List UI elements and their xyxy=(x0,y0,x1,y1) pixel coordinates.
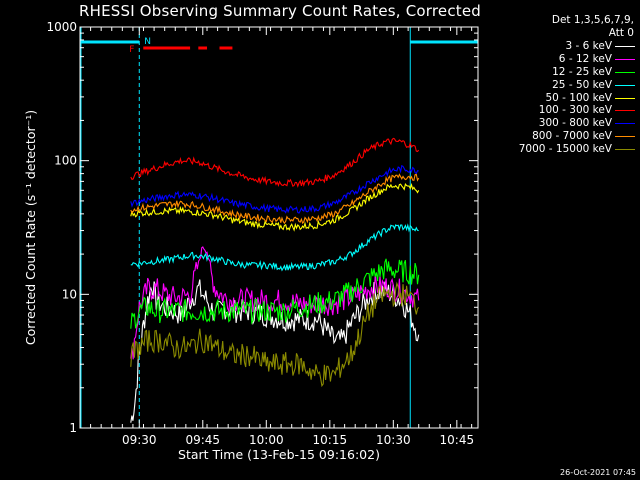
footer-timestamp: 26-Oct-2021 07:45 xyxy=(560,468,636,477)
legend: Det 1,3,5,6,7,9, Att 0 3 - 6 keV 6 - 12 k… xyxy=(480,14,638,156)
series-line-9 xyxy=(130,281,420,388)
x-tick-label: 10:30 xyxy=(376,433,411,447)
legend-entry: 6 - 12 keV xyxy=(480,53,638,66)
legend-swatch xyxy=(615,149,635,151)
y-tick-label: 1000 xyxy=(46,20,77,34)
legend-entry: 300 - 800 keV xyxy=(480,117,638,130)
legend-swatch xyxy=(615,123,635,125)
legend-header-line-1: Det 1,3,5,6,7,9, xyxy=(551,14,634,26)
legend-label: 6 - 12 keV xyxy=(558,52,612,65)
x-tick-label: 09:45 xyxy=(185,433,220,447)
legend-swatch xyxy=(615,110,635,112)
series-line-5 xyxy=(130,182,420,232)
y-tick-label: 10 xyxy=(62,287,77,301)
legend-label: 7000 - 15000 keV xyxy=(518,143,612,156)
legend-entry: 50 - 100 keV xyxy=(480,92,638,105)
legend-swatch xyxy=(615,84,635,86)
legend-swatch xyxy=(615,71,635,73)
x-tick-label: 09:30 xyxy=(122,433,157,447)
legend-entry: 100 - 300 keV xyxy=(480,104,638,117)
plot-frame xyxy=(79,26,479,429)
legend-entry: 25 - 50 keV xyxy=(480,79,638,92)
y-tick-label: 1 xyxy=(69,421,77,435)
legend-label: 12 - 25 keV xyxy=(552,65,612,78)
legend-entry: 12 - 25 keV xyxy=(480,66,638,79)
legend-entry: 7000 - 15000 keV xyxy=(480,143,638,156)
legend-label: 300 - 800 keV xyxy=(538,117,612,130)
x-tick-label: 10:15 xyxy=(313,433,348,447)
series-line-7 xyxy=(130,164,419,214)
legend-swatch xyxy=(615,97,635,99)
series-line-8 xyxy=(130,173,420,225)
legend-label: 3 - 6 keV xyxy=(565,40,612,52)
x-tick-label: 10:00 xyxy=(249,433,284,447)
legend-swatch xyxy=(615,136,635,138)
x-tick-label: 10:45 xyxy=(440,433,475,447)
legend-swatch xyxy=(615,46,635,47)
legend-label: 800 - 7000 keV xyxy=(532,130,612,143)
y-tick-label: 100 xyxy=(54,154,77,168)
legend-entry: 800 - 7000 keV xyxy=(480,130,638,143)
legend-entry: 3 - 6 keV xyxy=(480,40,638,53)
x-axis-label: Start Time (13-Feb-15 09:16:02) xyxy=(178,447,380,462)
night-label: N xyxy=(144,37,151,47)
legend-label: 50 - 100 keV xyxy=(545,91,612,104)
series-line-4 xyxy=(130,223,419,272)
y-axis-label: Corrected Count Rate (s⁻¹ detector⁻¹) xyxy=(23,110,38,345)
legend-label: 25 - 50 keV xyxy=(552,78,612,91)
series-line-3 xyxy=(130,258,420,329)
legend-label: 100 - 300 keV xyxy=(538,104,612,117)
series-line-6 xyxy=(130,137,420,188)
legend-swatch xyxy=(615,58,635,60)
flare-label: F xyxy=(129,45,134,55)
legend-header-line-2: Att 0 xyxy=(608,27,634,39)
chart-title: RHESSI Observing Summary Count Rates, Co… xyxy=(78,2,481,20)
